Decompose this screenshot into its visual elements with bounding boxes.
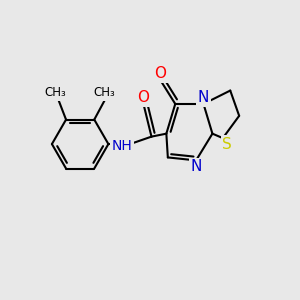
Text: O: O <box>137 90 149 105</box>
Text: CH₃: CH₃ <box>94 86 116 99</box>
Text: NH: NH <box>111 139 132 152</box>
Text: N: N <box>198 90 209 105</box>
Text: O: O <box>154 66 166 81</box>
Text: CH₃: CH₃ <box>45 86 67 99</box>
Text: N: N <box>190 159 202 174</box>
Text: S: S <box>222 136 232 152</box>
